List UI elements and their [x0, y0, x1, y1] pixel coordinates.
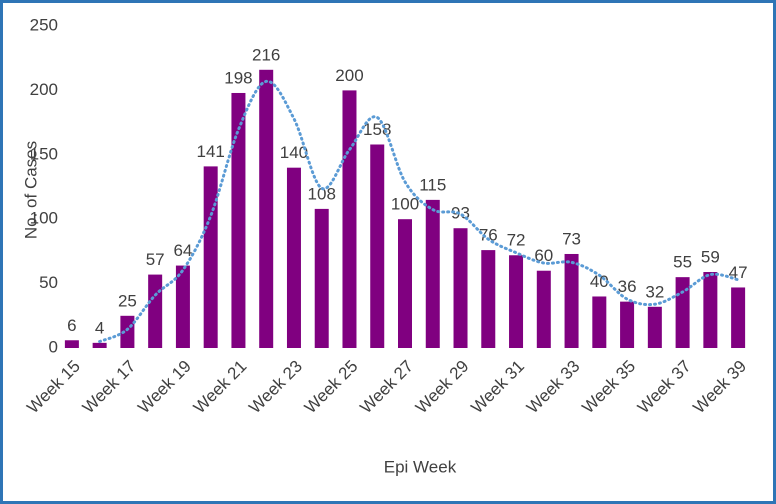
data-label: 6: [67, 316, 76, 335]
data-label: 141: [196, 142, 224, 161]
bar: [203, 166, 218, 348]
bar: [703, 272, 718, 348]
bar: [425, 199, 440, 348]
bar: [92, 342, 107, 348]
data-label: 55: [673, 253, 692, 272]
data-label: 100: [391, 195, 419, 214]
data-label: 59: [701, 247, 720, 266]
bar: [592, 296, 607, 348]
data-label: 57: [146, 250, 165, 269]
bar: [286, 167, 301, 348]
data-label: 140: [280, 143, 308, 162]
data-label: 36: [618, 277, 637, 296]
bar: [398, 219, 412, 348]
y-tick-label: 0: [49, 337, 58, 356]
y-tick-label: 250: [30, 15, 58, 34]
bar: [481, 250, 496, 348]
data-label: 76: [479, 226, 498, 245]
data-label: 64: [173, 241, 192, 260]
bar: [370, 144, 385, 348]
data-label: 72: [507, 231, 526, 250]
trendline: [98, 79, 740, 344]
bar: [509, 255, 524, 348]
data-label: 198: [224, 68, 252, 87]
bar: [453, 228, 468, 348]
bar: [342, 90, 357, 349]
bar: [175, 265, 190, 348]
y-tick-label: 100: [30, 209, 58, 228]
data-label: 40: [590, 272, 609, 291]
y-tick-label: 50: [39, 273, 58, 292]
data-label: 25: [118, 291, 137, 310]
data-label: 216: [252, 45, 280, 64]
bar: [620, 301, 635, 348]
data-label: 73: [562, 229, 581, 248]
bar: [120, 315, 135, 348]
bar: [64, 340, 79, 348]
bar: [647, 306, 662, 348]
y-axis-label: No. of Cases: [21, 141, 40, 239]
data-label: 115: [419, 175, 446, 194]
bar: [259, 69, 274, 349]
y-tick-label: 150: [30, 144, 58, 163]
bar: [314, 208, 329, 348]
x-axis-label: Epi Week: [384, 457, 457, 476]
y-tick-label: 200: [30, 80, 58, 99]
bar: [731, 287, 746, 348]
bar: [148, 274, 163, 348]
data-label: 4: [95, 318, 104, 337]
data-label: 158: [363, 120, 391, 139]
data-label: 200: [335, 66, 363, 85]
bar: [536, 270, 551, 348]
bar: [564, 253, 579, 348]
bar: [231, 92, 246, 348]
data-label: 108: [308, 184, 336, 203]
data-label: 32: [645, 282, 664, 301]
